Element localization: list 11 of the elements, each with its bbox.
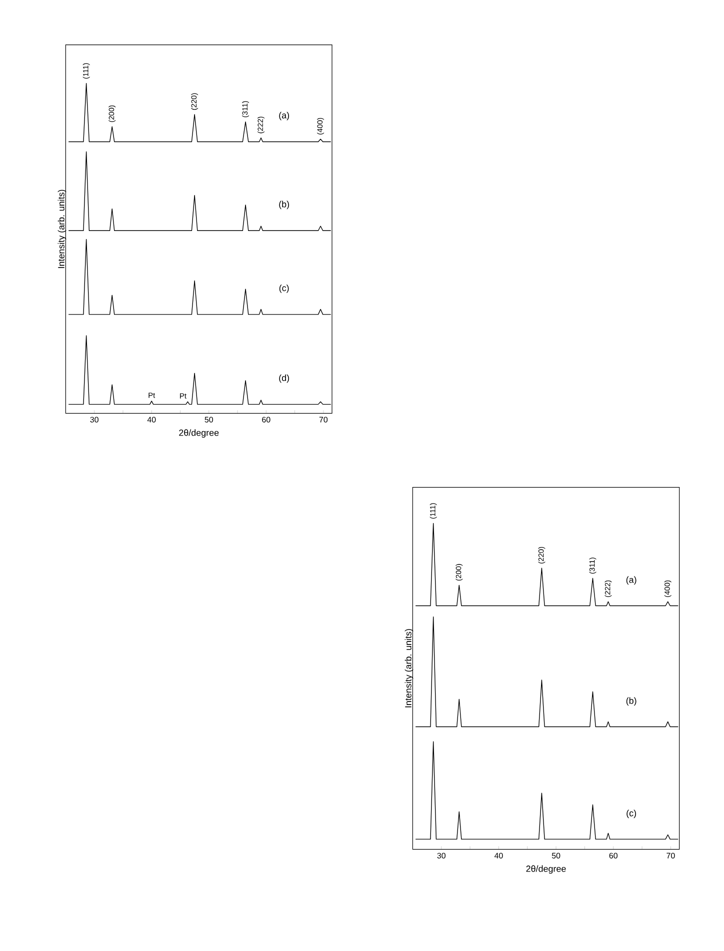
x-axis-title: 2θ/degree xyxy=(179,429,219,438)
text: (a) xyxy=(626,576,636,585)
text: (a) xyxy=(279,112,290,120)
y-axis-title: Intensity (arb. units) xyxy=(58,190,66,268)
y-axis-title: Intensity (arb. units) xyxy=(404,629,414,708)
text: (b) xyxy=(626,697,636,706)
x-axis-title: 2θ/degree xyxy=(526,865,566,874)
text: (d) xyxy=(279,374,290,383)
text: (c) xyxy=(626,810,636,818)
text: (c) xyxy=(279,284,289,293)
text: (b) xyxy=(279,200,290,210)
